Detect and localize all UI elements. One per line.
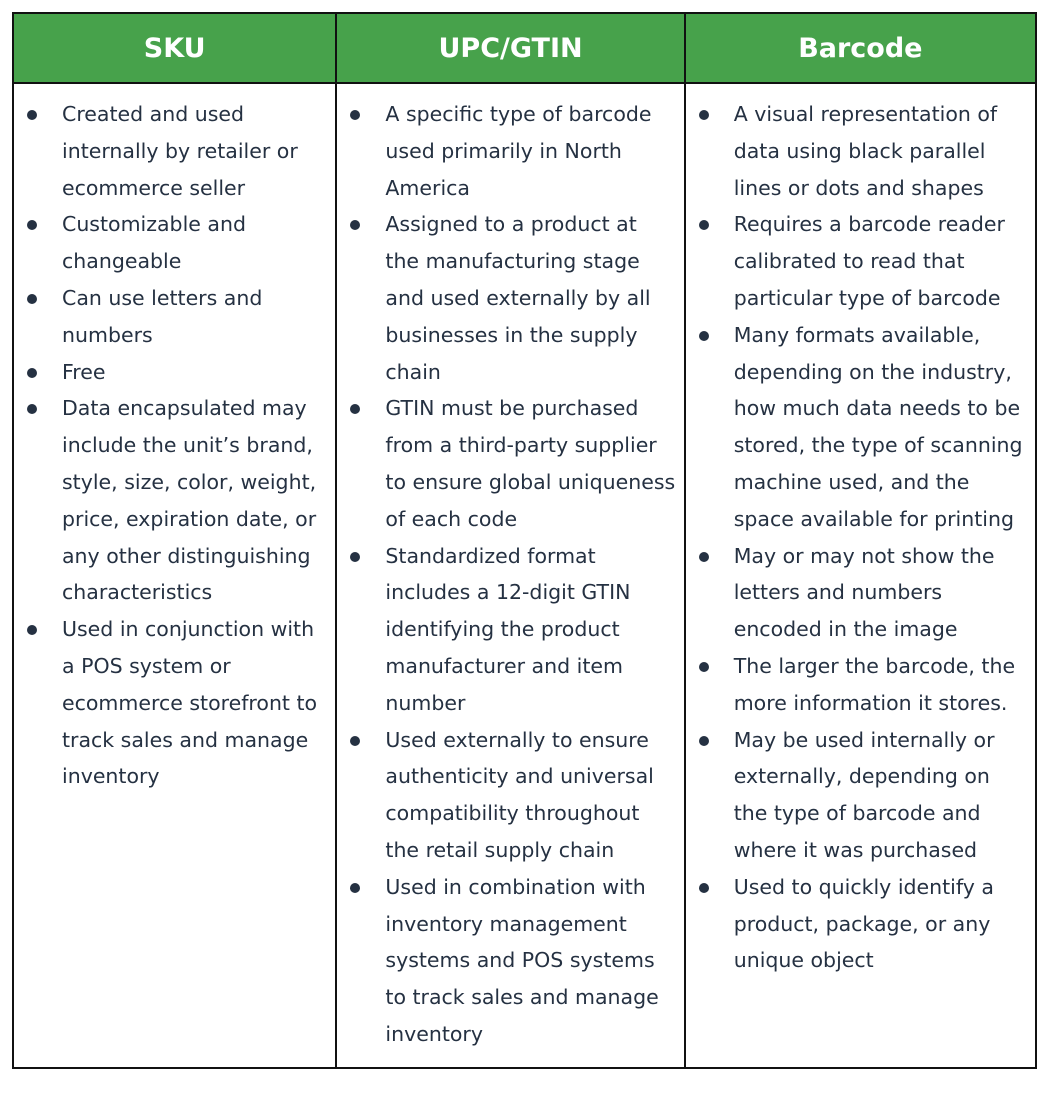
bullet-icon [698,220,709,231]
list-item: May or may not show the letters and numb… [686,538,1027,648]
bullet-icon [698,661,709,672]
list-item-text: GTIN must be purchased from a third-part… [385,396,676,531]
list-item: Used externally to ensure authenticity a… [337,722,675,869]
barcode-list: A visual representation of data using bl… [686,96,1027,979]
bullet-icon [350,551,361,562]
bullet-icon [350,882,361,893]
list-item: Created and used internally by retailer … [14,96,327,206]
list-item-text: The larger the barcode, the more informa… [733,653,1016,715]
list-item-text: Customizable and changeable [62,212,246,274]
list-item: A specific type of barcode used primaril… [337,96,675,206]
bullet-icon [698,551,709,562]
list-item: Assigned to a product at the manufacturi… [337,206,675,390]
bullet-icon [27,220,37,231]
list-item-text: Many formats available, depending on the… [733,322,1023,531]
bullet-icon [350,735,361,746]
list-item-text: Used externally to ensure authenticity a… [385,727,654,862]
header-barcode: Barcode [683,12,1038,84]
bullet-icon [27,110,37,120]
list-item: Used in conjunction with a POS system or… [14,611,327,795]
body-row: Created and used internally by retailer … [11,82,1038,1069]
list-item-text: May or may not show the letters and numb… [733,543,995,642]
list-item: May be used internally or externally, de… [686,722,1027,869]
sku-list: Created and used internally by retailer … [14,96,327,795]
list-item: The larger the barcode, the more informa… [686,648,1027,722]
bullet-icon [350,110,361,120]
upc-gtin-cell: A specific type of barcode used primaril… [335,82,686,1069]
list-item: Free [14,354,327,391]
list-item: Customizable and changeable [14,206,327,280]
list-item: Data encapsulated may include the unit’s… [14,390,327,611]
bullet-icon [27,404,37,415]
list-item-text: Data encapsulated may include the unit’s… [62,396,317,605]
bullet-icon [698,330,709,341]
comparison-table: SKU UPC/GTIN Barcode Created and used in… [11,12,1038,1069]
sku-cell: Created and used internally by retailer … [11,82,338,1069]
list-item: Used in combination with inventory manag… [337,869,675,1053]
list-item-text: A specific type of barcode used primaril… [385,102,652,200]
list-item: Standardized format includes a 12-digit … [337,538,675,722]
list-item-text: A visual representation of data using bl… [733,102,998,200]
list-item-text: Standardized format includes a 12-digit … [385,543,631,715]
bullet-icon [27,367,37,378]
list-item-text: Requires a barcode reader calibrated to … [733,212,1005,310]
list-item: Requires a barcode reader calibrated to … [686,206,1027,316]
list-item: A visual representation of data using bl… [686,96,1027,206]
list-item-text: Free [62,359,106,384]
header-sku: SKU [11,12,338,84]
list-item: GTIN must be purchased from a third-part… [337,390,675,537]
bullet-icon [27,625,37,636]
list-item-text: Assigned to a product at the manufacturi… [385,212,651,384]
list-item: Can use letters and numbers [14,280,327,354]
barcode-cell: A visual representation of data using bl… [683,82,1038,1069]
list-item-text: Used to quickly identify a product, pack… [733,874,994,973]
list-item-text: Used in combination with inventory manag… [385,874,659,1046]
header-upc-gtin: UPC/GTIN [335,12,686,84]
bullet-icon [698,882,709,893]
header-row: SKU UPC/GTIN Barcode [11,12,1038,84]
bullet-icon [698,735,709,746]
list-item-text: Created and used internally by retailer … [62,102,298,200]
list-item-text: Used in conjunction with a POS system or… [62,617,318,789]
upc-gtin-list: A specific type of barcode used primaril… [337,96,675,1053]
bullet-icon [698,110,709,120]
list-item: Used to quickly identify a product, pack… [686,869,1027,979]
list-item: Many formats available, depending on the… [686,317,1027,538]
bullet-icon [27,293,37,304]
bullet-icon [350,220,361,231]
list-item-text: Can use letters and numbers [62,285,263,347]
bullet-icon [350,404,361,415]
list-item-text: May be used internally or externally, de… [733,727,995,862]
